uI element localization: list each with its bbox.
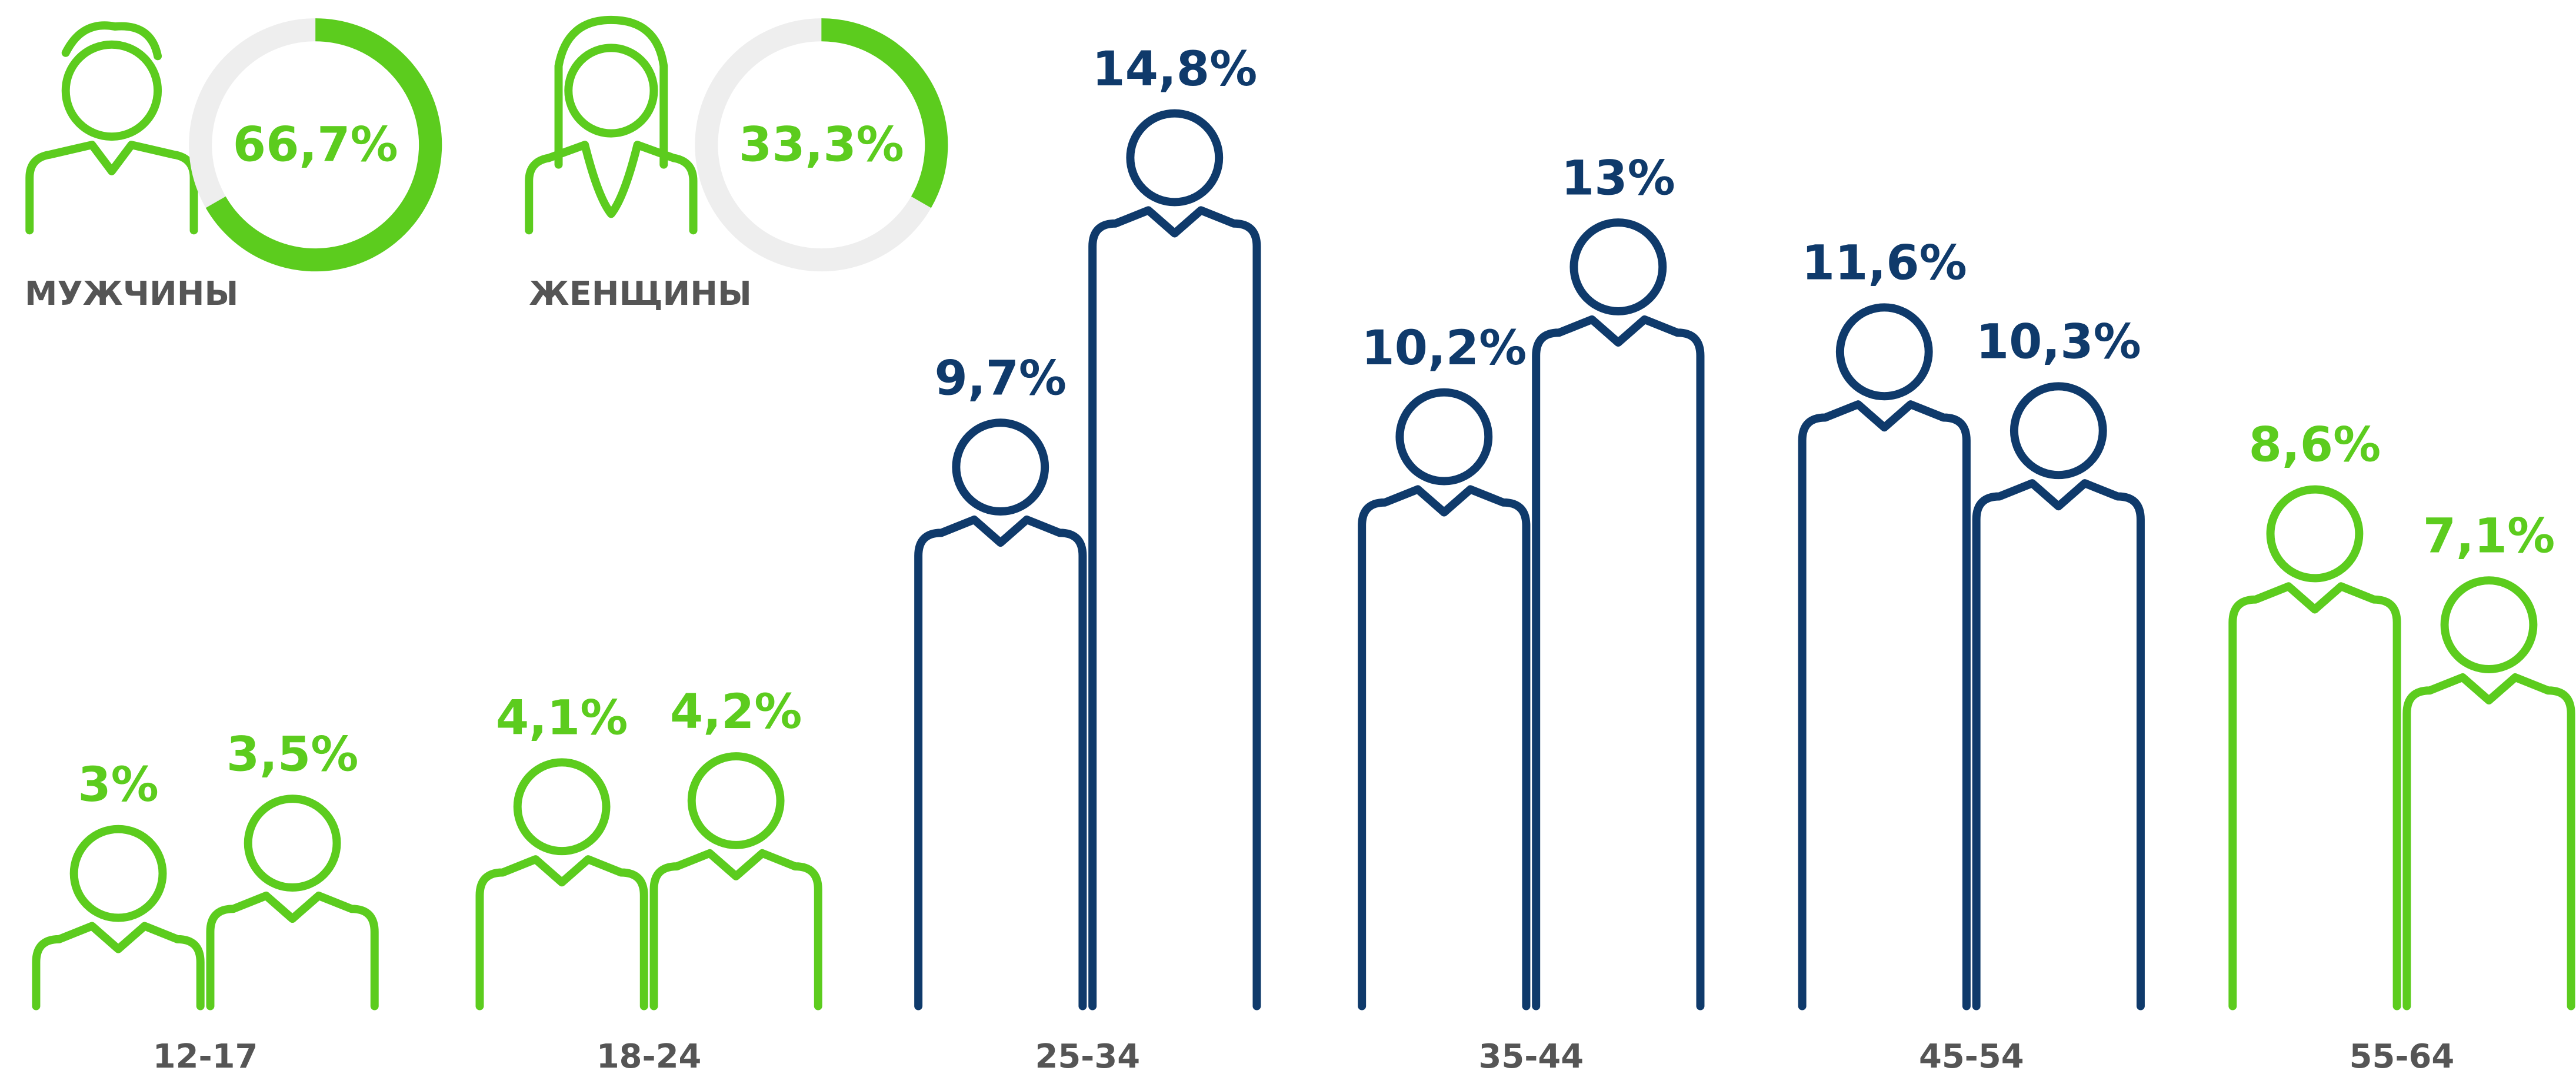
figure-head xyxy=(1399,393,1488,481)
value-label: 4,2% xyxy=(670,684,802,740)
gender-label: ЖЕНЩИНЫ xyxy=(529,275,752,313)
figure-head xyxy=(518,762,606,851)
figure xyxy=(36,926,200,1006)
x-tick-label: 18-24 xyxy=(596,1038,702,1076)
gender-label: МУЖЧИНЫ xyxy=(25,275,238,313)
figure-head xyxy=(1840,307,1929,396)
woman-icon-body xyxy=(529,145,693,230)
figure xyxy=(1362,489,1526,1006)
figure xyxy=(1536,320,1700,1006)
x-tick-label: 12-17 xyxy=(153,1038,258,1076)
figure-head xyxy=(248,799,337,887)
figure-head xyxy=(956,423,1045,511)
donut-arc xyxy=(821,30,936,202)
donut-value: 66,7% xyxy=(233,118,398,173)
figure-head xyxy=(2014,386,2103,475)
figure-head xyxy=(1574,222,1662,311)
x-tick-label: 25-34 xyxy=(1035,1038,1140,1076)
value-label: 10,2% xyxy=(1361,321,1527,376)
value-label: 8,6% xyxy=(2249,418,2381,473)
woman-icon-hair xyxy=(559,20,664,165)
figure xyxy=(918,520,1082,1006)
figure xyxy=(654,853,818,1006)
figure xyxy=(1802,404,1967,1006)
x-tick-label: 45-54 xyxy=(1919,1038,2024,1076)
figure xyxy=(479,859,644,1006)
x-tick-label: 35-44 xyxy=(1479,1038,1584,1076)
value-label: 11,6% xyxy=(1802,236,1967,291)
woman-icon-head xyxy=(568,48,654,133)
figure xyxy=(210,896,374,1006)
value-label: 14,8% xyxy=(1092,42,1257,97)
value-label: 3,5% xyxy=(226,727,359,782)
figure xyxy=(1977,483,2141,1006)
figure-head xyxy=(692,756,781,845)
value-label: 13% xyxy=(1561,151,1675,206)
figure-head xyxy=(74,829,163,918)
infographic: 66,7% МУЖЧИНЫ 33,3% ЖЕНЩИНЫ 12-17 3% 3,5% 18-24… xyxy=(0,0,2576,1077)
figure xyxy=(2407,677,2571,1006)
man-icon-body xyxy=(29,145,194,230)
figure-head xyxy=(2445,580,2534,669)
figure xyxy=(1092,210,1257,1006)
man-icon-head xyxy=(66,45,158,137)
figure xyxy=(2232,586,2397,1006)
figure-head xyxy=(2271,490,2360,579)
value-label: 10,3% xyxy=(1976,315,2141,370)
value-label: 3% xyxy=(78,757,158,813)
donut-value: 33,3% xyxy=(739,118,904,173)
x-tick-label: 55-64 xyxy=(2350,1038,2455,1076)
value-label: 9,7% xyxy=(934,351,1067,406)
value-label: 4,1% xyxy=(496,691,628,746)
figure-head xyxy=(1130,114,1219,202)
value-label: 7,1% xyxy=(2423,508,2555,564)
